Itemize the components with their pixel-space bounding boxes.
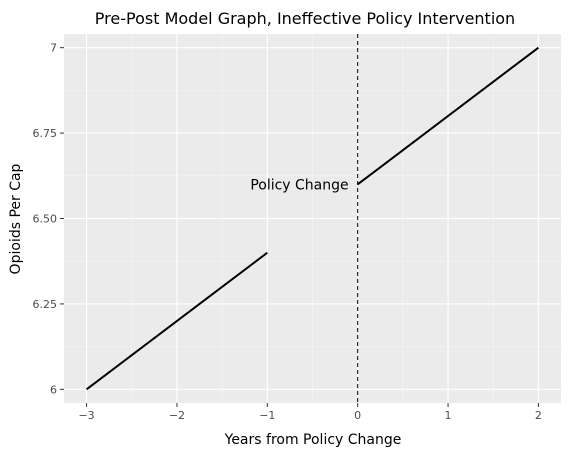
axis-ticks: −3 −2 −1 0 1 2 6 6.25 6.50 6.75 7 [33,42,542,422]
x-tick-label: 1 [445,409,452,422]
x-tick-label: −2 [169,409,185,422]
x-tick-label: −3 [78,409,94,422]
series-layer [85,46,540,391]
chart-title: Pre-Post Model Graph, Ineffective Policy… [95,9,515,28]
series-line-2 [357,46,540,186]
x-tick-label: −1 [259,409,275,422]
grid-major [64,34,561,403]
x-axis-title: Years from Policy Change [224,432,402,448]
policy-change-annotation: Policy Change [250,177,348,193]
x-tick-label: 2 [535,409,542,422]
y-tick-label: 6 [50,383,57,396]
series-line-1 [85,251,268,391]
y-axis-title: Opioids Per Cap [8,163,24,274]
y-tick-label: 6.50 [33,213,58,226]
y-tick-label: 7 [50,42,57,55]
y-tick-label: 6.75 [33,127,58,140]
y-tick-label: 6.25 [33,298,58,311]
x-tick-label: 0 [354,409,361,422]
